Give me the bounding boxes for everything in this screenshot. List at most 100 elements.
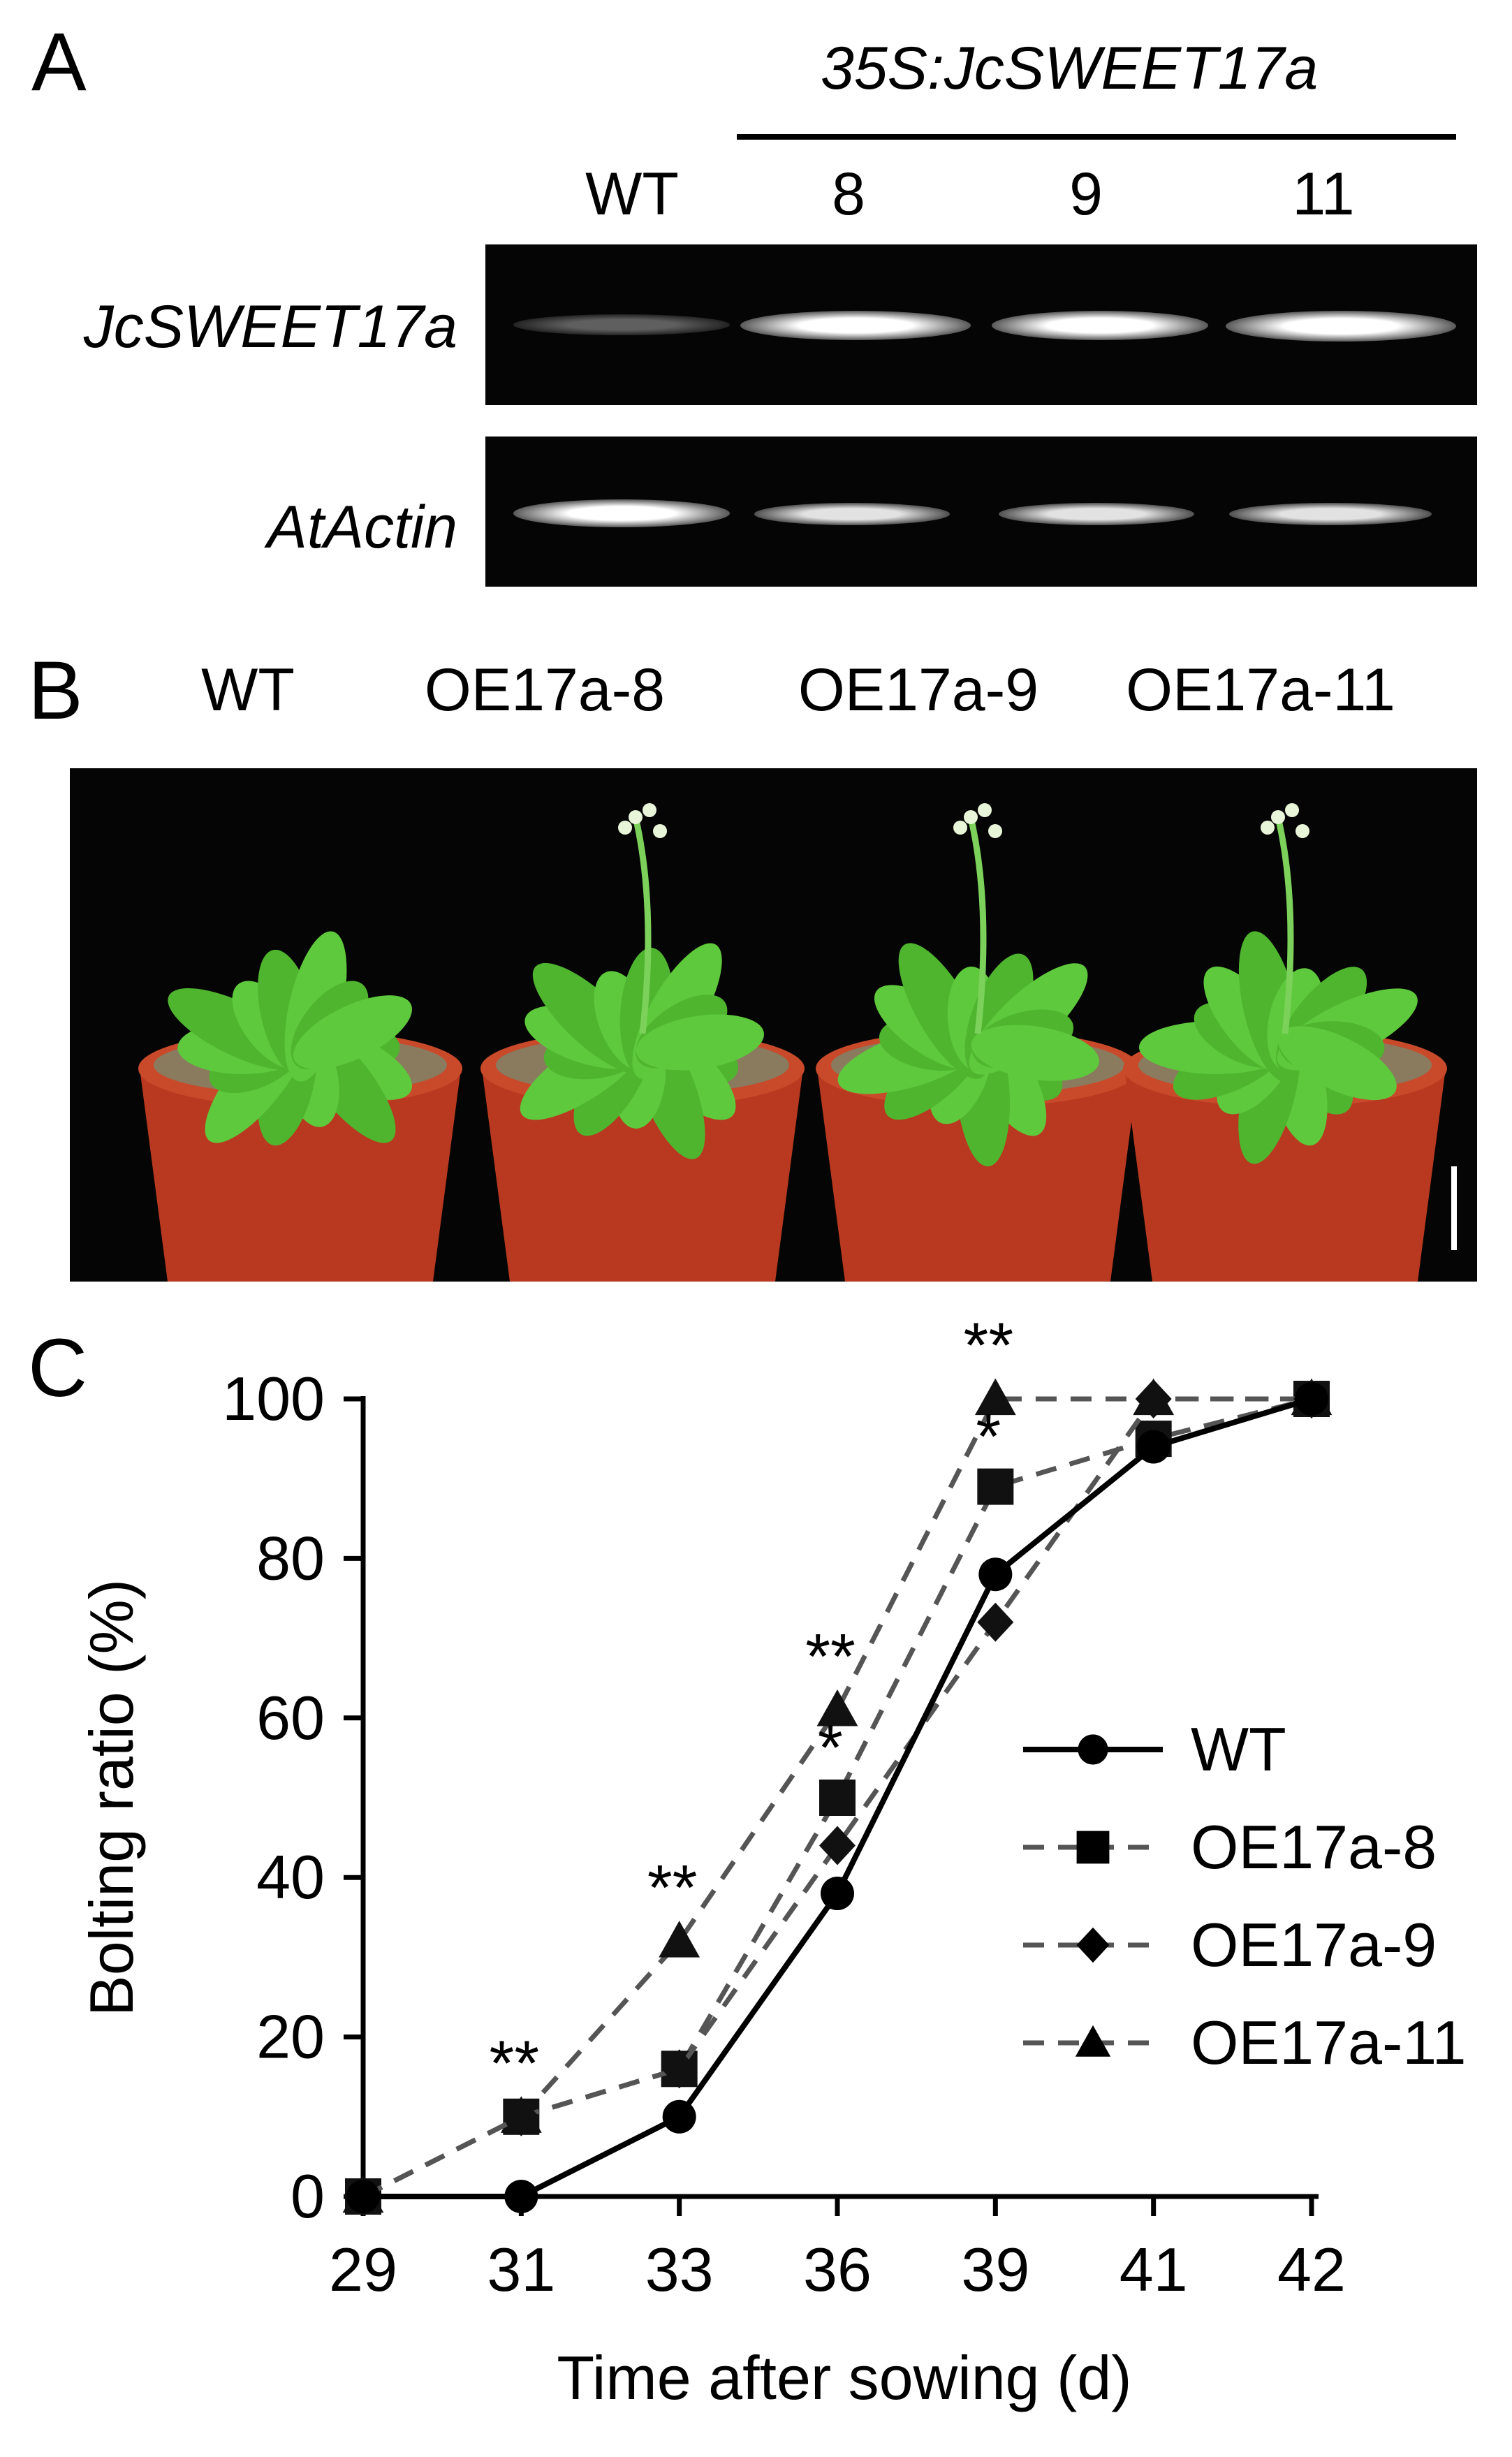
data-point-diamond bbox=[1135, 1379, 1172, 1418]
y-tick-label: 0 bbox=[291, 2162, 325, 2231]
data-point-diamond bbox=[1076, 1927, 1110, 1963]
flower-stem bbox=[1275, 816, 1294, 1034]
flower-bud bbox=[988, 824, 1002, 838]
data-point-circle bbox=[662, 2099, 696, 2134]
panel-letter-b: B bbox=[28, 645, 83, 737]
gene-label-jcsweet17a: JcSWEET17a bbox=[83, 293, 457, 360]
data-point-circle bbox=[1078, 1734, 1108, 1765]
flower-bud bbox=[1271, 810, 1285, 824]
plant-photo-illustration bbox=[138, 803, 1457, 1282]
data-point-square bbox=[819, 1780, 856, 1816]
plant-photo bbox=[70, 768, 1477, 1282]
construct-bracket-line bbox=[737, 134, 1456, 140]
gene-label-atactin: AtActin bbox=[267, 494, 457, 561]
flower-bud bbox=[653, 824, 667, 838]
panel-letter-a: A bbox=[31, 16, 87, 108]
data-point-diamond bbox=[977, 1602, 1014, 1642]
flower-bud bbox=[978, 803, 992, 817]
data-point-triangle bbox=[816, 1689, 858, 1726]
scale-bar bbox=[1451, 1166, 1457, 1250]
plant-pot-1 bbox=[138, 931, 462, 1282]
band-jcsweet17a-9 bbox=[992, 311, 1208, 340]
legend-label: OE17a-11 bbox=[1191, 2008, 1467, 2077]
flower-bud bbox=[1261, 821, 1275, 835]
bolting-line-chart: 0 20 40 60 80 100 29 31 33 36 39 41 42 Time after sow… bbox=[77, 1310, 1467, 2412]
data-point-circle bbox=[1295, 1382, 1328, 1416]
pot-body bbox=[482, 1069, 803, 1282]
plant-pot-4 bbox=[1123, 803, 1447, 1282]
flower-stem bbox=[632, 816, 652, 1034]
x-tick-label: 33 bbox=[645, 2235, 714, 2304]
band-atactin-9 bbox=[999, 503, 1194, 525]
chart-axes: 0 20 40 60 80 100 29 31 33 36 39 41 42 Time after sow… bbox=[77, 1364, 1346, 2412]
gel-jcsweet17a bbox=[485, 244, 1477, 405]
x-tick-label: 31 bbox=[487, 2235, 555, 2304]
gel-atactin bbox=[485, 437, 1477, 587]
data-point-circle bbox=[346, 2180, 380, 2213]
construct-label: 35S:JcSWEET17a bbox=[821, 35, 1319, 102]
chart-legend: WT OE17a-8 OE17a-9 OE17a-11 bbox=[1023, 1715, 1467, 2077]
data-point-circle bbox=[504, 2180, 538, 2213]
flower-bud bbox=[953, 821, 967, 835]
x-tick-label: 41 bbox=[1120, 2235, 1188, 2304]
data-point-square bbox=[977, 1468, 1014, 1505]
band-atactin-wt bbox=[513, 499, 730, 527]
leaf bbox=[1278, 1026, 1397, 1101]
data-point-triangle bbox=[974, 1378, 1016, 1416]
flower-bud bbox=[964, 810, 978, 824]
flower-bud bbox=[643, 803, 656, 817]
data-point-circle bbox=[1136, 1430, 1170, 1464]
data-point-triangle bbox=[659, 1921, 700, 1958]
x-tick-label: 42 bbox=[1277, 2235, 1346, 2304]
chart-annotations: ********** bbox=[490, 1310, 1014, 2099]
legend-item-oe17a-11: OE17a-11 bbox=[1023, 2008, 1467, 2077]
chart-series bbox=[342, 1378, 1333, 2216]
data-point-diamond bbox=[503, 2097, 540, 2136]
significance-mark: * bbox=[818, 1712, 843, 1784]
data-point-diamond bbox=[819, 1826, 856, 1865]
y-tick-label: 100 bbox=[222, 1364, 325, 1433]
significance-mark: ** bbox=[964, 1310, 1014, 1381]
series-wt bbox=[346, 1382, 1328, 2213]
flower-stem bbox=[967, 816, 987, 1034]
band-atactin-11 bbox=[1229, 503, 1432, 525]
band-atactin-8 bbox=[754, 503, 950, 525]
y-tick-label: 40 bbox=[256, 1842, 325, 1912]
x-tick-label: 39 bbox=[961, 2235, 1029, 2304]
data-point-circle bbox=[978, 1557, 1013, 1592]
panel-letter-c: C bbox=[28, 1322, 88, 1414]
band-jcsweet17a-8 bbox=[740, 311, 971, 340]
pot-body bbox=[817, 1069, 1138, 1282]
leaf bbox=[971, 1025, 1099, 1081]
significance-mark: ** bbox=[805, 1621, 856, 1692]
flower-bud bbox=[618, 821, 632, 835]
data-point-circle bbox=[821, 1877, 854, 1911]
y-tick-label: 60 bbox=[256, 1683, 325, 1752]
significance-mark: * bbox=[976, 1402, 1001, 1473]
flower-bud bbox=[629, 810, 643, 824]
legend-label: OE17a-8 bbox=[1191, 1812, 1437, 1882]
plant-pot-3 bbox=[816, 803, 1140, 1282]
data-point-triangle bbox=[1075, 2025, 1111, 2057]
significance-mark: ** bbox=[647, 1853, 698, 1924]
leaf bbox=[636, 1014, 764, 1071]
data-point-square bbox=[1076, 1831, 1110, 1864]
legend-label: OE17a-9 bbox=[1191, 1910, 1437, 1979]
legend-item-oe17a-9: OE17a-9 bbox=[1023, 1910, 1437, 1979]
y-axis-title: Bolting ratio (%) bbox=[77, 1579, 146, 2016]
significance-mark: ** bbox=[490, 2028, 540, 2099]
flower-bud bbox=[1296, 824, 1309, 838]
pot-body bbox=[1124, 1069, 1446, 1282]
data-point-diamond bbox=[661, 2049, 698, 2089]
legend-item-oe17a-8: OE17a-8 bbox=[1023, 1812, 1437, 1882]
legend-item-wt: WT bbox=[1023, 1715, 1286, 1784]
band-jcsweet17a-11 bbox=[1226, 311, 1456, 342]
leaf bbox=[293, 995, 412, 1069]
y-tick-label: 20 bbox=[256, 2002, 325, 2071]
band-jcsweet17a-wt bbox=[513, 314, 730, 335]
x-tick-label: 29 bbox=[329, 2235, 397, 2304]
legend-label: WT bbox=[1191, 1715, 1286, 1784]
flower-bud bbox=[1285, 803, 1299, 817]
y-tick-label: 80 bbox=[256, 1523, 325, 1592]
plant-pot-2 bbox=[480, 803, 805, 1282]
